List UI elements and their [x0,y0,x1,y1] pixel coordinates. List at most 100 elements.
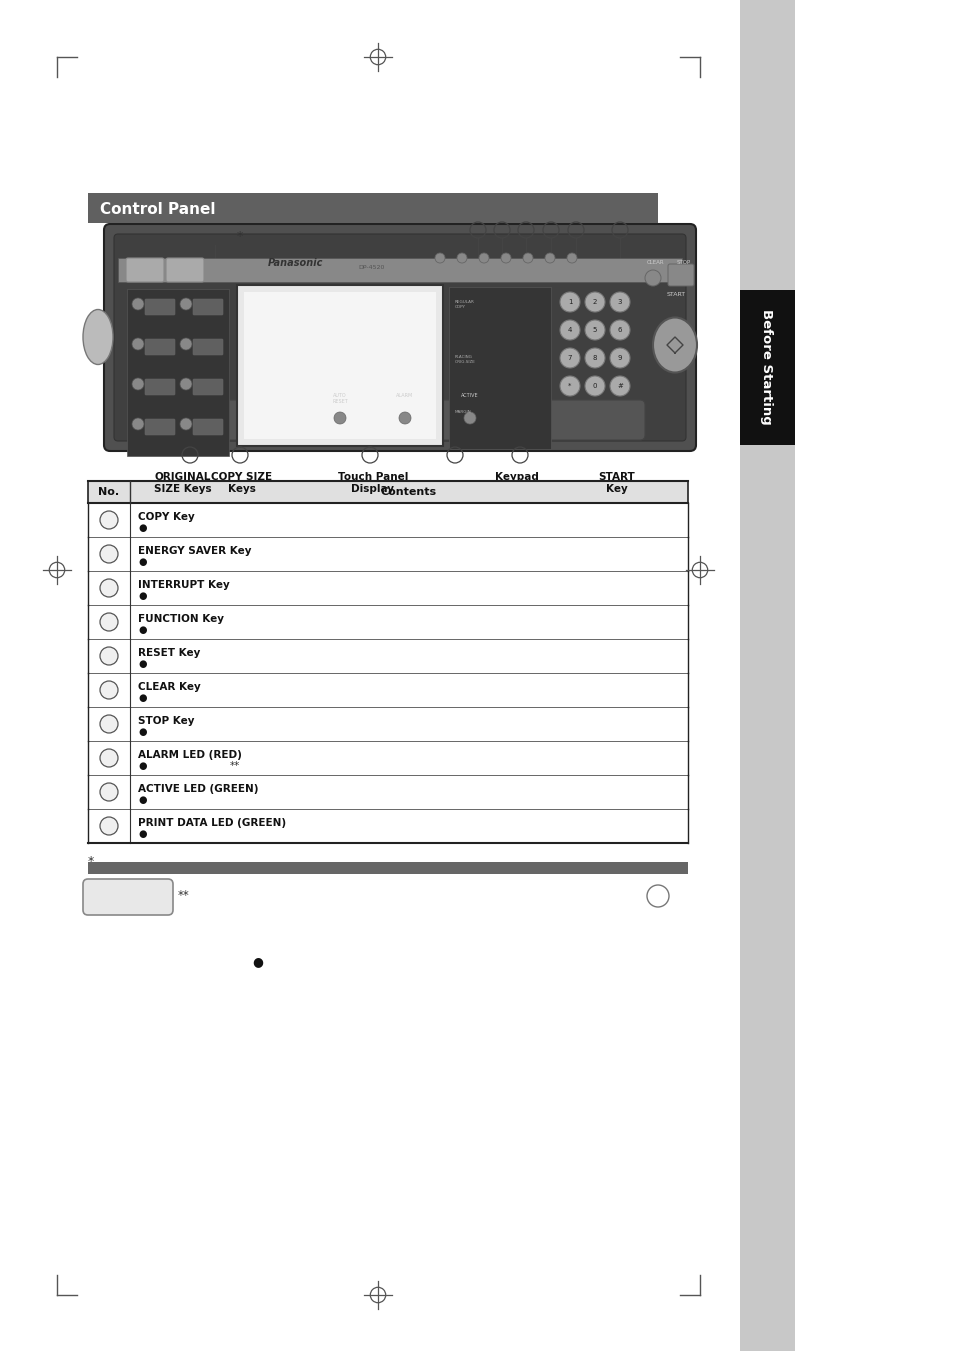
Circle shape [566,253,577,263]
Text: ●: ● [253,955,263,969]
Circle shape [522,253,533,263]
Circle shape [544,253,555,263]
Text: ALARM LED (RED): ALARM LED (RED) [138,750,242,761]
FancyBboxPatch shape [127,289,229,457]
Text: Before Starting: Before Starting [760,309,773,424]
Text: ALARM: ALARM [395,393,414,399]
Circle shape [100,647,118,665]
Text: Keypad: Keypad [495,471,538,482]
FancyBboxPatch shape [135,400,644,440]
Text: 5: 5 [592,327,597,332]
Circle shape [559,376,579,396]
Text: ORIGINAL
SIZE Keys: ORIGINAL SIZE Keys [154,471,212,494]
FancyBboxPatch shape [113,234,685,440]
Text: #: # [617,382,622,389]
Circle shape [584,292,604,312]
Circle shape [180,338,192,350]
Text: **: ** [230,761,240,771]
Text: PLACING
ORIG.SIZE: PLACING ORIG.SIZE [455,355,476,363]
Text: START: START [666,292,685,297]
Circle shape [100,613,118,631]
FancyBboxPatch shape [145,299,174,315]
FancyBboxPatch shape [118,258,681,282]
FancyBboxPatch shape [126,258,164,282]
Circle shape [100,748,118,767]
Circle shape [584,349,604,367]
Text: CLEAR: CLEAR [646,259,664,265]
Circle shape [132,417,144,430]
Text: ●: ● [138,626,147,635]
Circle shape [180,378,192,390]
Text: ●: ● [138,693,147,703]
Circle shape [584,376,604,396]
FancyBboxPatch shape [193,419,223,435]
Text: FUNCTION Key: FUNCTION Key [138,613,224,624]
FancyBboxPatch shape [166,258,204,282]
Circle shape [435,253,444,263]
Text: 4: 4 [567,327,572,332]
Text: ●: ● [138,761,147,771]
Text: DP-4520: DP-4520 [357,265,384,270]
Circle shape [644,270,660,286]
Text: CLEAR Key: CLEAR Key [138,682,200,692]
Text: 8: 8 [592,355,597,361]
Text: 1: 1 [567,299,572,305]
Text: START
Key: START Key [598,471,635,494]
Text: ●: ● [138,659,147,669]
Circle shape [100,580,118,597]
FancyBboxPatch shape [88,193,658,223]
Circle shape [609,376,629,396]
Circle shape [334,412,346,424]
Circle shape [132,378,144,390]
Text: AUTO
RESET: AUTO RESET [332,393,348,404]
Text: 3: 3 [618,299,621,305]
FancyBboxPatch shape [145,419,174,435]
FancyBboxPatch shape [88,862,687,874]
Circle shape [180,299,192,309]
Text: MARGIN: MARGIN [455,409,471,413]
FancyBboxPatch shape [104,224,696,451]
Text: INTERRUPT Key: INTERRUPT Key [138,580,230,590]
FancyBboxPatch shape [449,286,551,449]
Circle shape [132,338,144,350]
Circle shape [559,349,579,367]
Text: Touch Panel
Display: Touch Panel Display [337,471,408,494]
Text: ●: ● [138,523,147,534]
FancyBboxPatch shape [244,292,436,439]
FancyBboxPatch shape [193,339,223,355]
Text: ENERGY SAVER Key: ENERGY SAVER Key [138,546,252,557]
Text: RESET Key: RESET Key [138,648,200,658]
Text: Panasonic: Panasonic [267,258,322,267]
Circle shape [500,253,511,263]
Text: ACTIVE LED (GREEN): ACTIVE LED (GREEN) [138,784,258,794]
Circle shape [559,292,579,312]
Circle shape [559,320,579,340]
Text: Contents: Contents [380,486,436,497]
Text: REGULAR
COPY: REGULAR COPY [455,300,475,308]
Text: COPY SIZE
Keys: COPY SIZE Keys [212,471,273,494]
Circle shape [463,412,476,424]
Text: ●: ● [138,590,147,601]
FancyBboxPatch shape [740,0,794,1351]
Circle shape [100,715,118,734]
Text: ACTIVE: ACTIVE [460,393,478,399]
Text: STOP: STOP [677,259,691,265]
Ellipse shape [652,317,697,373]
Ellipse shape [83,309,112,365]
Text: 7: 7 [567,355,572,361]
Circle shape [398,412,411,424]
Text: *: * [568,382,571,389]
Text: ●: ● [138,830,147,839]
Text: 9: 9 [618,355,621,361]
Text: ●: ● [138,557,147,567]
Text: Control Panel: Control Panel [100,203,215,218]
FancyBboxPatch shape [193,299,223,315]
FancyBboxPatch shape [667,263,693,286]
Circle shape [100,817,118,835]
Circle shape [100,544,118,563]
Circle shape [100,511,118,530]
FancyBboxPatch shape [145,380,174,394]
FancyBboxPatch shape [236,285,442,446]
Circle shape [456,253,467,263]
Circle shape [180,417,192,430]
